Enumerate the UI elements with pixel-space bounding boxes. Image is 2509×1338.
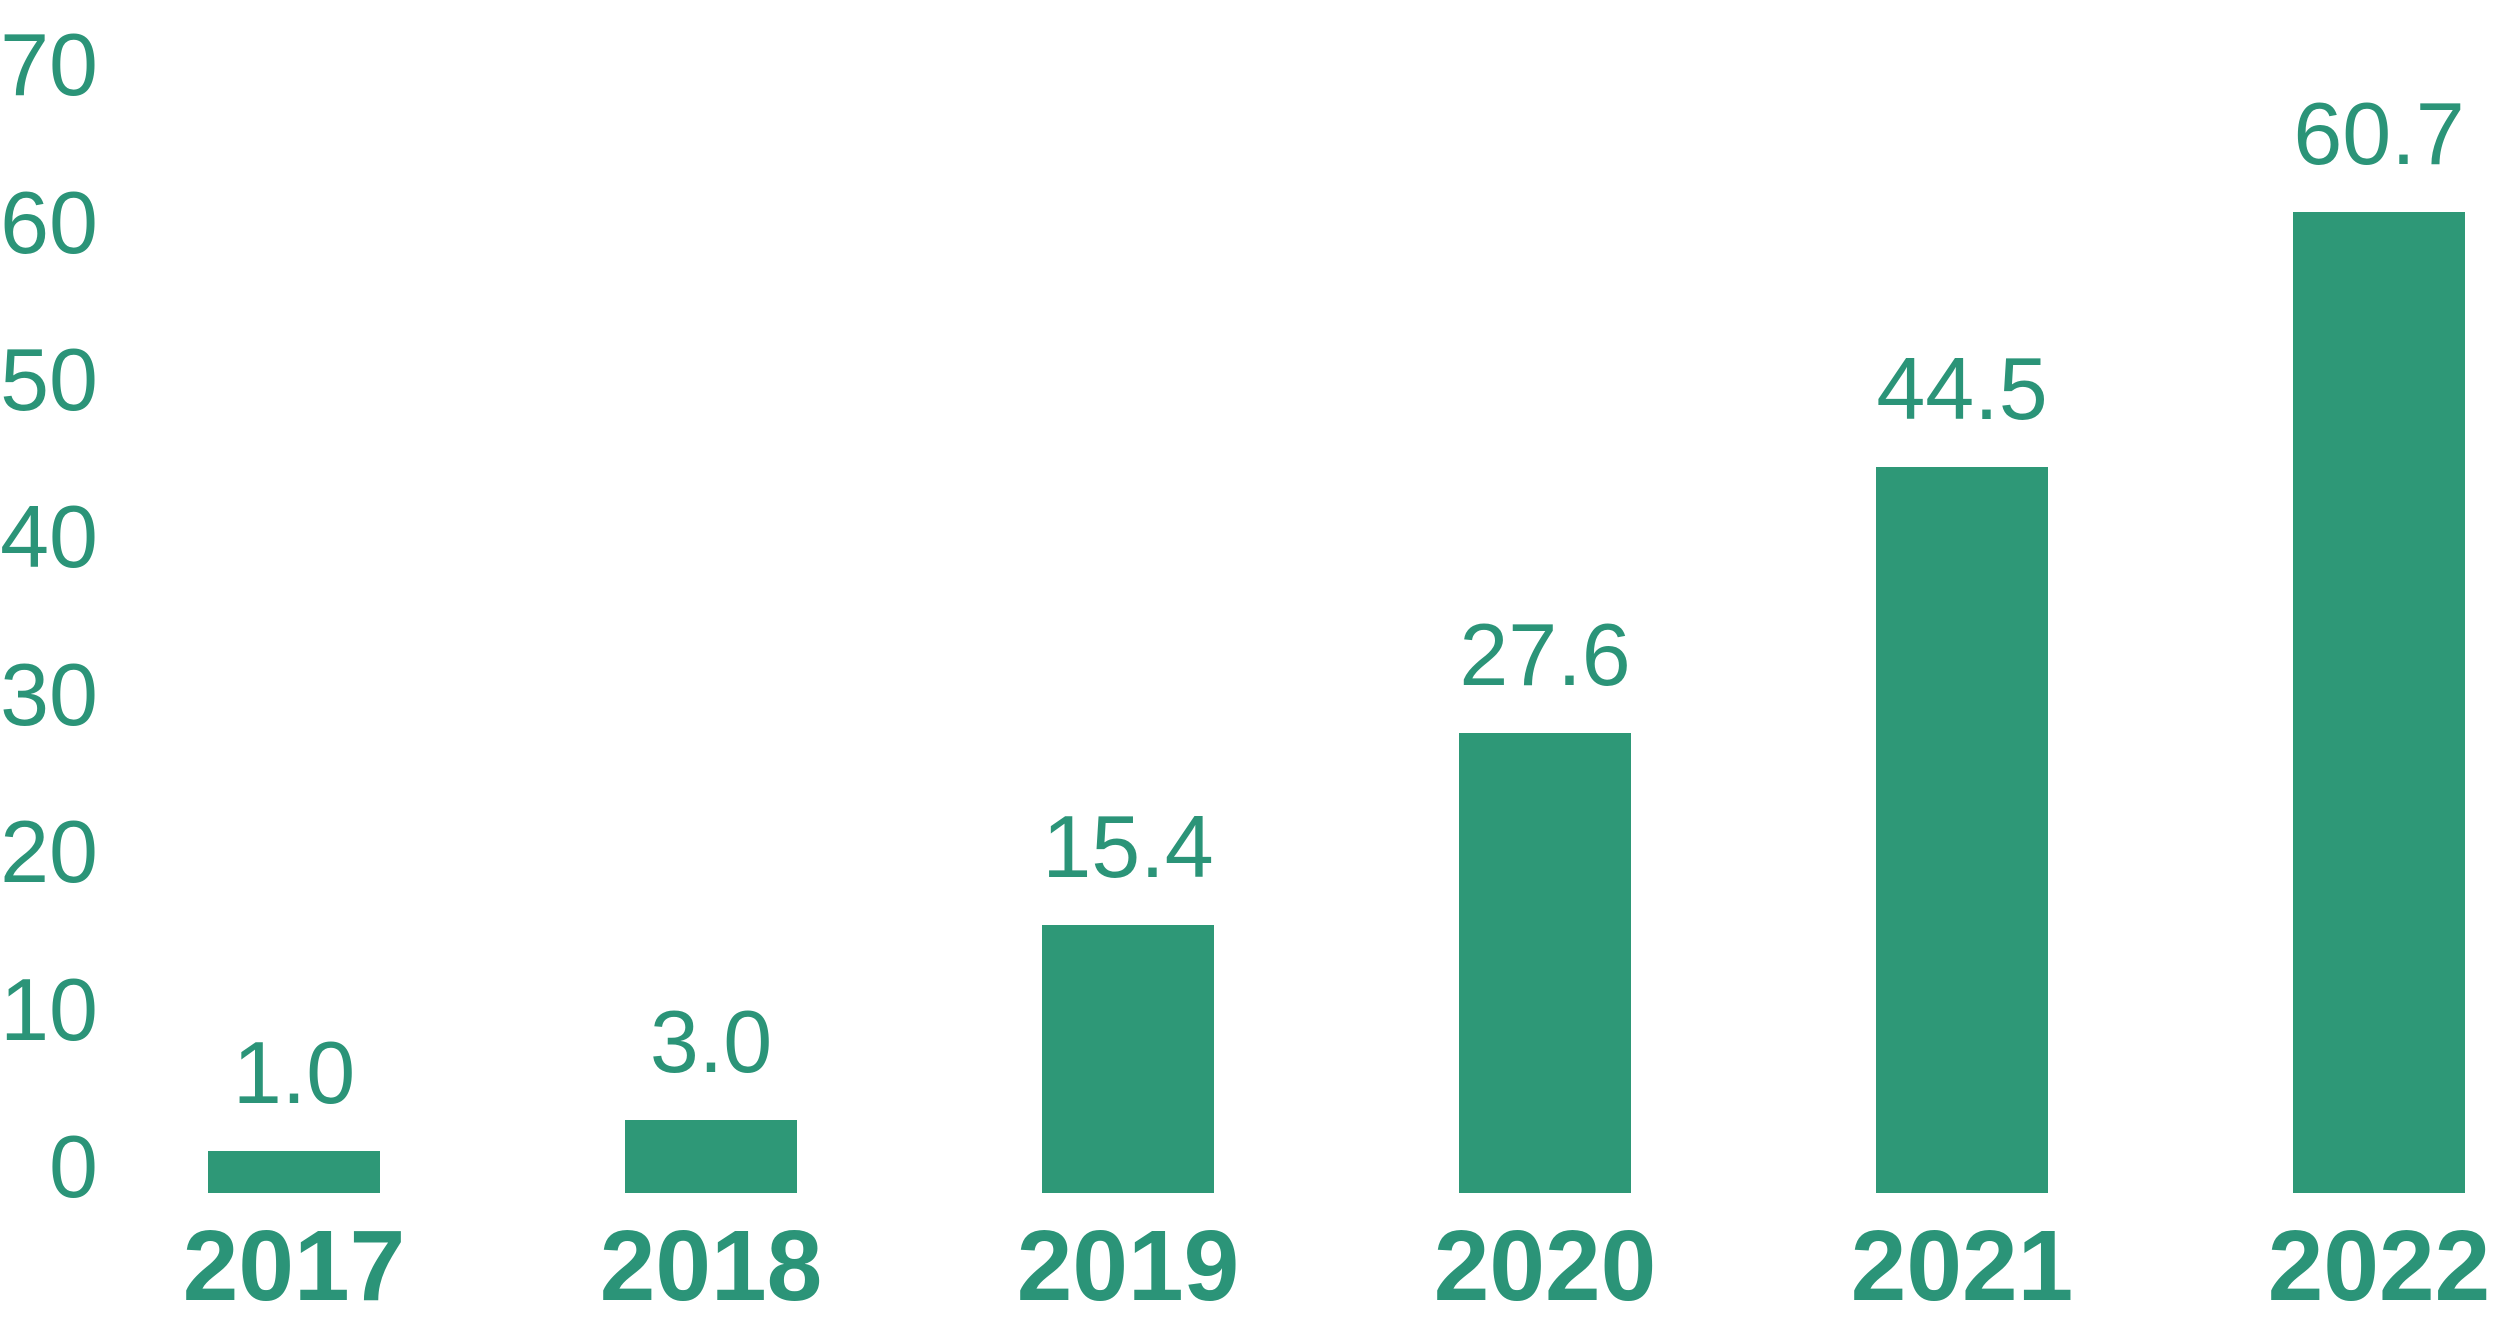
bar-value-label-2022: 60.7: [2293, 84, 2465, 183]
y-tick-label-0: 0: [49, 1117, 98, 1216]
bar-value-label-2017: 1.0: [232, 1023, 356, 1122]
bar-2020: 27.6: [1459, 611, 1631, 1193]
bar-2022: 60.7: [2293, 90, 2465, 1193]
bar-value-label-2020: 27.6: [1459, 605, 1631, 704]
bar-value-label-2018: 3.0: [649, 992, 773, 1091]
x-tick-label-2020: 2020: [1433, 1210, 1657, 1322]
bar-2019: 15.4: [1042, 803, 1214, 1193]
bar-2021: 44.5: [1876, 345, 2048, 1193]
bar-2018: 3.0: [625, 998, 797, 1193]
y-tick-label-40: 40: [0, 487, 98, 586]
y-tick-label-20: 20: [0, 802, 98, 901]
bar-2017: 1.0: [208, 1029, 380, 1193]
y-tick-label-70: 70: [0, 15, 98, 114]
x-tick-label-2018: 2018: [599, 1210, 823, 1322]
y-tick-label-10: 10: [0, 960, 98, 1059]
bar-value-label-2021: 44.5: [1876, 339, 2048, 438]
y-tick-label-30: 30: [0, 645, 98, 744]
x-tick-label-2019: 2019: [1016, 1210, 1240, 1322]
bar-value-label-2019: 15.4: [1042, 797, 1214, 896]
x-tick-label-2017: 2017: [182, 1210, 406, 1322]
x-tick-label-2022: 2022: [2267, 1210, 2491, 1322]
x-tick-label-2021: 2021: [1850, 1210, 2074, 1322]
y-tick-label-60: 60: [0, 173, 98, 272]
y-tick-label-50: 50: [0, 330, 98, 429]
